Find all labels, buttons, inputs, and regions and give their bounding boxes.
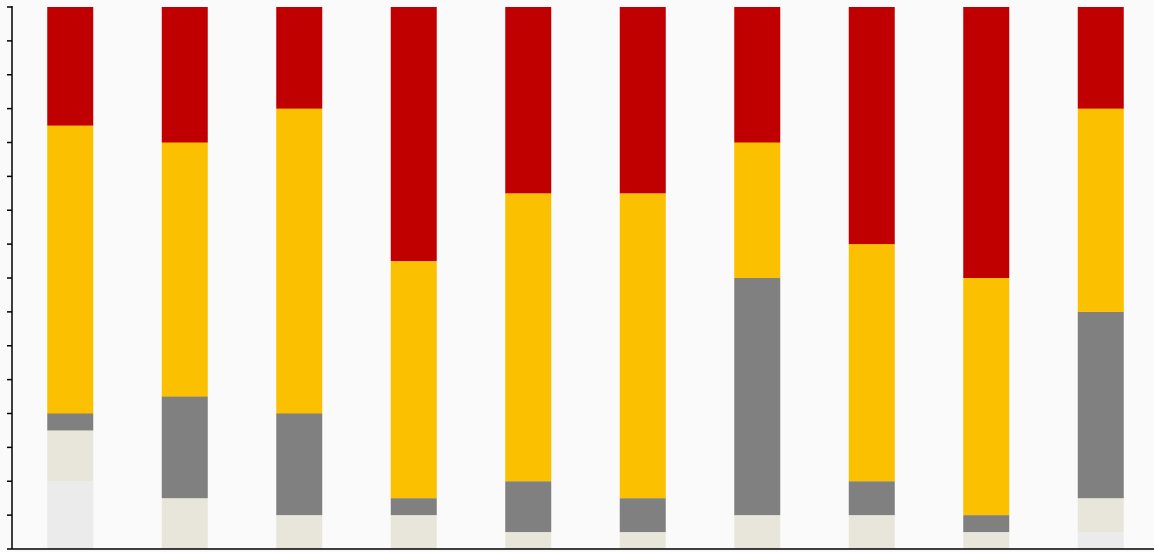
bar-segment — [619, 498, 666, 533]
bar-segment — [1077, 7, 1124, 109]
bar-segment — [390, 261, 437, 499]
bar-segment — [47, 125, 94, 414]
bar-segment — [619, 532, 666, 549]
bar-segment — [1077, 311, 1124, 499]
bar-segment — [47, 7, 94, 126]
bar-segment — [734, 7, 781, 143]
bar-segment — [505, 532, 552, 549]
bar-segment — [161, 396, 208, 499]
bar-segment — [848, 244, 895, 482]
bar-segment — [963, 7, 1010, 278]
bar-segment — [161, 498, 208, 549]
bar-segment — [963, 515, 1010, 533]
bar-segment — [505, 481, 552, 533]
bar-segment — [47, 481, 94, 549]
bar-segment — [161, 142, 208, 397]
bar-segment — [848, 515, 895, 549]
bar-segment — [276, 413, 323, 516]
bar-segment — [619, 7, 666, 194]
bar-segment — [505, 7, 552, 194]
bar-segment — [276, 108, 323, 414]
bar-segment — [1077, 498, 1124, 533]
bar-segment — [390, 515, 437, 549]
bar-segment — [505, 193, 552, 482]
bar-segment — [47, 430, 94, 482]
bar-segment — [848, 481, 895, 516]
bar-segment — [276, 515, 323, 549]
bar-segment — [390, 498, 437, 516]
bar-segment — [619, 193, 666, 499]
bar-segment — [47, 413, 94, 431]
bar-segment — [734, 142, 781, 278]
bar-segment — [734, 515, 781, 549]
bar-segment — [963, 278, 1010, 516]
bar-segment — [161, 7, 208, 143]
bar-segment — [390, 7, 437, 262]
bar-segment — [276, 7, 323, 109]
bar-segment — [734, 278, 781, 516]
bar-segment — [1077, 532, 1124, 549]
bar-segment — [963, 532, 1010, 549]
bar-segment — [1077, 108, 1124, 312]
bar-segment — [848, 7, 895, 245]
